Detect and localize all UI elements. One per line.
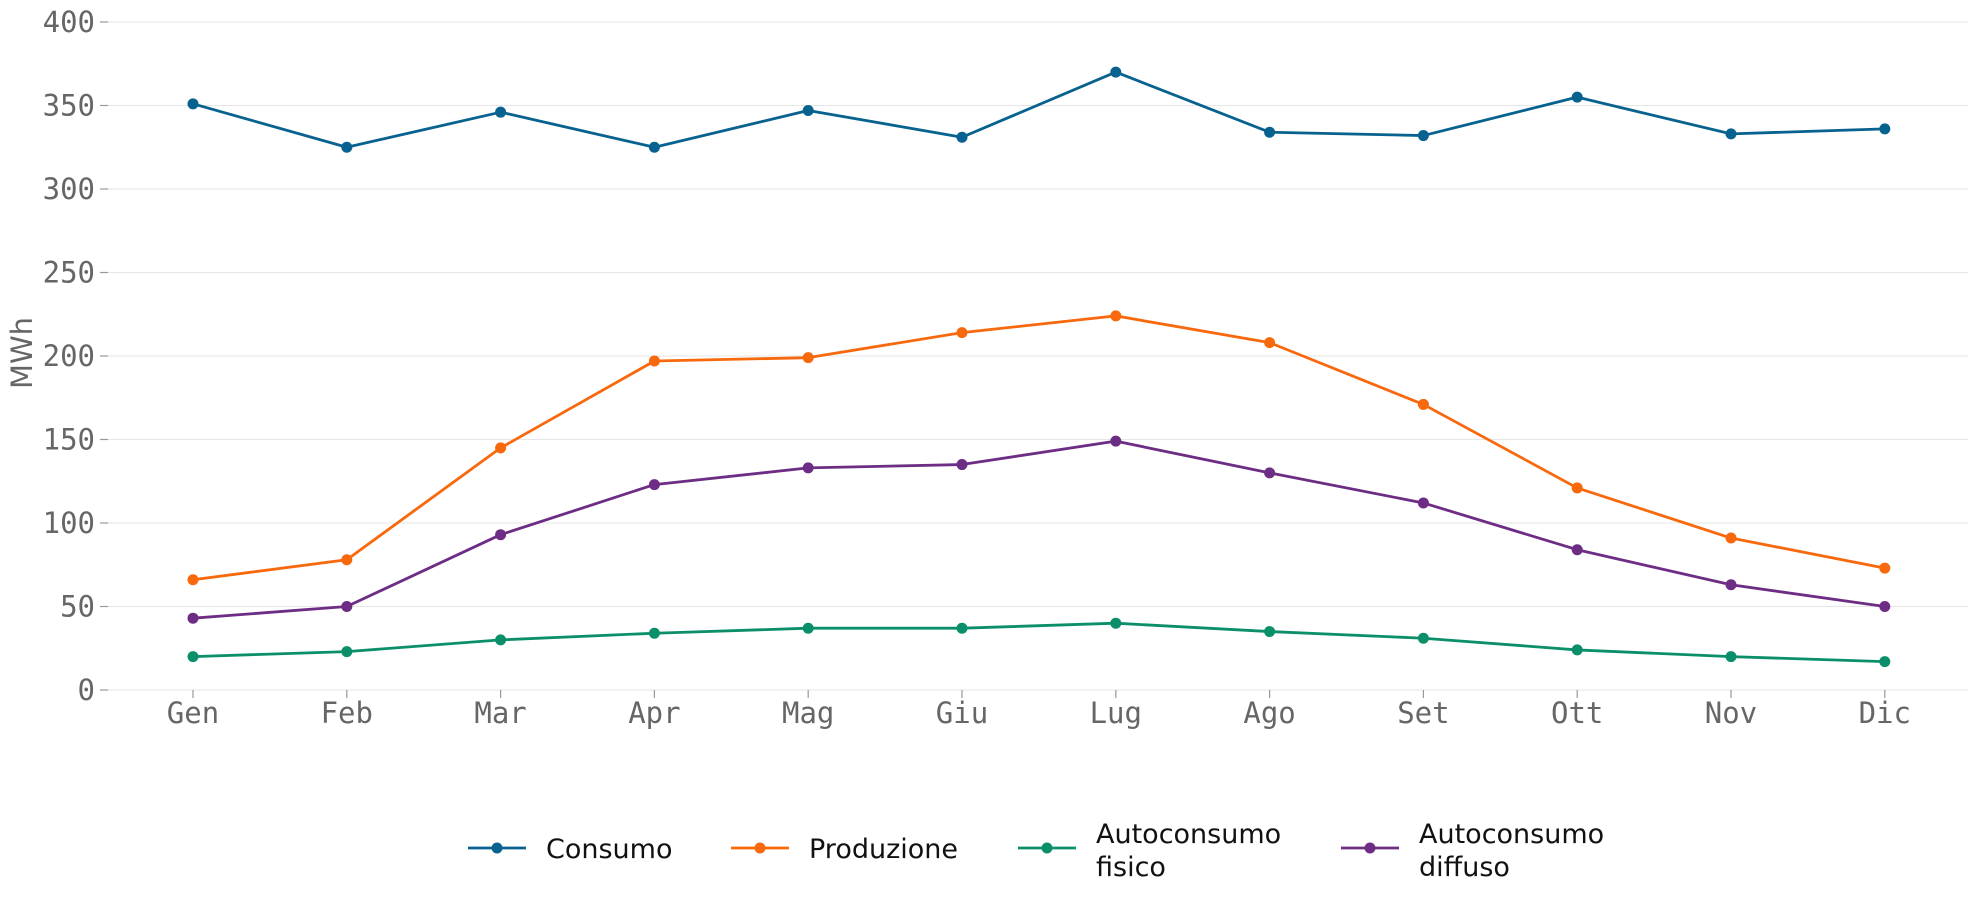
x-tick-label: Gen xyxy=(167,696,219,730)
data-point xyxy=(1417,130,1429,142)
data-point xyxy=(495,106,507,118)
data-point xyxy=(1264,126,1276,138)
data-point xyxy=(495,634,507,646)
x-tick-label: Apr xyxy=(628,696,680,730)
data-point xyxy=(341,646,353,658)
data-point xyxy=(1571,544,1583,556)
data-point xyxy=(1110,617,1122,629)
x-tick-label: Lug xyxy=(1090,696,1142,730)
data-point xyxy=(1879,123,1891,135)
series-group xyxy=(187,66,1891,668)
data-point xyxy=(187,651,199,663)
data-point xyxy=(1417,398,1429,410)
x-tick-label: Nov xyxy=(1705,696,1757,730)
series-line xyxy=(192,621,1885,664)
data-point xyxy=(956,327,968,339)
x-tick-label: Mar xyxy=(474,696,526,730)
data-point xyxy=(1264,626,1276,638)
grid-lines xyxy=(108,21,1968,691)
x-tick-label: Ott xyxy=(1551,696,1603,730)
data-point xyxy=(1879,562,1891,574)
data-point xyxy=(956,622,968,634)
legend-swatch-marker xyxy=(1364,842,1376,854)
y-tick-label: 0 xyxy=(78,673,95,707)
series-autoconsumo-fisico xyxy=(187,617,1891,668)
data-point xyxy=(1725,128,1737,140)
data-point xyxy=(1264,467,1276,479)
y-tick-label: 50 xyxy=(60,590,95,624)
y-tick-label: 250 xyxy=(43,256,95,290)
data-point xyxy=(956,131,968,143)
data-point xyxy=(1725,532,1737,544)
data-point xyxy=(648,355,660,367)
series-line xyxy=(192,70,1885,149)
y-tick-label: 350 xyxy=(43,89,95,123)
data-point xyxy=(1879,656,1891,668)
series-line xyxy=(192,314,1886,582)
data-point xyxy=(802,352,814,364)
data-point xyxy=(1110,310,1122,322)
data-point xyxy=(1879,601,1891,612)
x-axis-ticks: Gen Feb Mar Apr Mag Giu Lug Ago Set Ott Nov Dic xyxy=(167,690,1911,730)
data-point xyxy=(1417,497,1429,509)
data-point xyxy=(1571,482,1583,494)
x-tick-label: Feb xyxy=(321,696,373,730)
legend-swatch-marker xyxy=(1041,842,1053,854)
data-point xyxy=(1417,632,1429,644)
data-point xyxy=(1725,579,1737,591)
legend-item: Consumo xyxy=(468,834,672,865)
series-autoconsumo-diffuso xyxy=(187,435,1891,624)
legend-swatch-marker xyxy=(491,842,503,854)
data-point xyxy=(1264,337,1276,349)
data-point xyxy=(341,601,353,612)
series-line xyxy=(192,439,1885,620)
data-point xyxy=(495,442,507,454)
data-point xyxy=(956,459,968,471)
y-tick-label: 300 xyxy=(43,172,95,206)
data-point xyxy=(1110,66,1122,78)
y-tick-label: 400 xyxy=(43,5,95,39)
data-point xyxy=(341,554,353,566)
legend-label: Autoconsumo diffuso xyxy=(1419,819,1604,883)
data-point xyxy=(1571,644,1583,656)
data-point xyxy=(187,612,199,624)
legend-label: Consumo xyxy=(546,834,672,865)
data-point xyxy=(341,141,353,153)
y-tick-label: 200 xyxy=(43,339,95,373)
y-tick-label: 150 xyxy=(43,423,95,457)
data-point xyxy=(187,574,199,586)
data-point xyxy=(802,462,814,474)
data-point xyxy=(187,98,199,110)
x-tick-label: Ago xyxy=(1243,696,1295,730)
x-tick-label: Set xyxy=(1397,696,1449,730)
series-produzione xyxy=(187,310,1891,586)
data-point xyxy=(1725,651,1737,663)
y-tick-label: 100 xyxy=(43,506,95,540)
x-tick-label: Giu xyxy=(936,696,988,730)
data-point xyxy=(1571,91,1583,103)
data-point xyxy=(648,479,660,491)
legend-item: Autoconsumo fisico xyxy=(1018,819,1281,883)
x-tick-label: Mag xyxy=(782,696,834,730)
data-point xyxy=(802,105,814,117)
data-point xyxy=(1110,435,1122,447)
legend-swatch-marker xyxy=(754,842,766,854)
data-point xyxy=(802,622,814,634)
x-tick-label: Dic xyxy=(1859,696,1911,730)
y-axis-ticks: 0 50 100 150 200 250 300 350 400 xyxy=(43,5,108,707)
legend: Consumo Produzione Autoconsumo fisico Autoco… xyxy=(468,819,1604,883)
data-point xyxy=(648,627,660,639)
legend-label: Autoconsumo fisico xyxy=(1096,819,1281,883)
y-axis-label: MWh xyxy=(5,317,39,389)
legend-item: Autoconsumo diffuso xyxy=(1341,819,1604,883)
data-point xyxy=(495,529,507,541)
legend-item: Produzione xyxy=(731,834,958,865)
legend-label: Produzione xyxy=(809,834,958,865)
series-consumo xyxy=(187,66,1891,153)
data-point xyxy=(648,141,660,153)
